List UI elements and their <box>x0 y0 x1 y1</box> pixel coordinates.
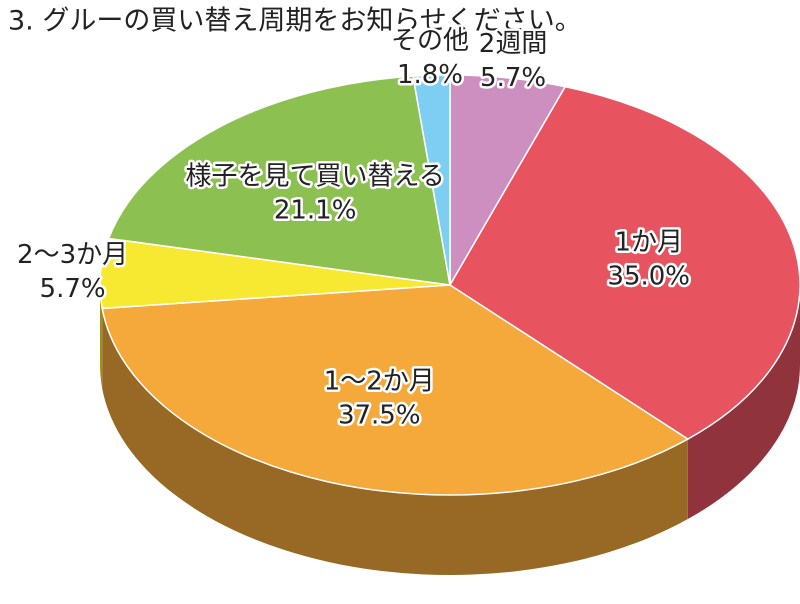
slice-value-label: 21.1% <box>274 195 357 225</box>
slice-label: 2〜3か月 <box>17 240 128 270</box>
chart-title: 3. グルーの買い替え周期をお知らせください。 <box>8 6 582 37</box>
slice-value-label: 35.0% <box>607 262 690 292</box>
slice-value-label: 5.7% <box>480 63 546 93</box>
slice-value-label: 37.5% <box>338 401 421 431</box>
slice-value-label: 5.7% <box>40 274 106 304</box>
slice-side <box>687 285 800 520</box>
slice-label: 1か月 <box>614 228 683 258</box>
slice <box>412 74 451 286</box>
slice <box>107 75 451 286</box>
slice-label: 1〜2か月 <box>324 367 435 397</box>
slice-label: 2週間 <box>479 29 548 59</box>
slice <box>101 284 690 496</box>
slice-label: 様子を見て買い替える <box>186 161 445 191</box>
slice-value-label: 1.8% <box>397 60 463 90</box>
slice-label: その他 <box>391 26 469 56</box>
slice-side <box>102 308 688 575</box>
slice <box>448 85 800 440</box>
slice-side <box>100 285 103 389</box>
